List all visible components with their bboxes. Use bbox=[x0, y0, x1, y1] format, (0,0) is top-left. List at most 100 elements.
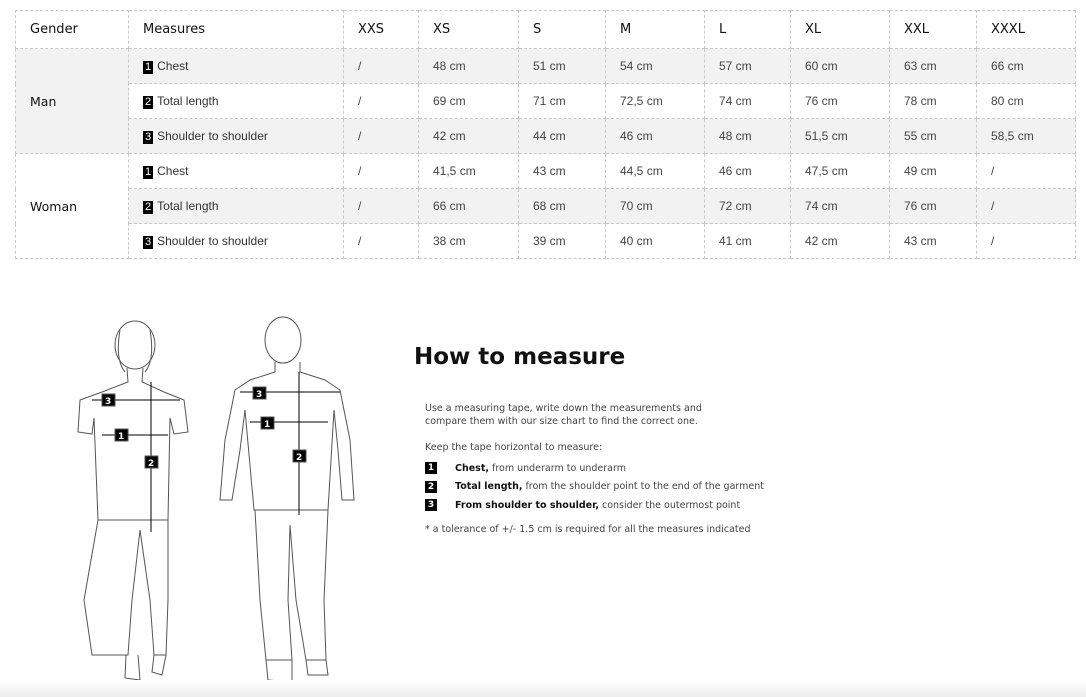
item-title: Total length, bbox=[455, 481, 523, 493]
label-1-woman: 1 bbox=[114, 428, 129, 442]
size-value-cell: 70 cm bbox=[605, 188, 705, 224]
size-value-cell: 72 cm bbox=[704, 188, 791, 224]
measure-list: 1 Chest, from underarm to underarm 2 Total … bbox=[425, 459, 764, 515]
size-value-cell: 72,5 cm bbox=[605, 83, 705, 119]
size-value-cell: 46 cm bbox=[605, 118, 705, 154]
size-value-cell: 66 cm bbox=[976, 48, 1076, 84]
size-value-cell: 44 cm bbox=[518, 118, 606, 154]
size-value-cell: 57 cm bbox=[704, 48, 791, 84]
size-value-cell: 68 cm bbox=[518, 188, 606, 224]
label-3-woman: 3 bbox=[101, 393, 116, 407]
size-value-cell: 43 cm bbox=[889, 223, 977, 259]
number-badge: 2 bbox=[143, 200, 154, 214]
column-header: Gender bbox=[15, 10, 129, 49]
size-value-cell: 41 cm bbox=[704, 223, 791, 259]
size-value-cell: / bbox=[343, 83, 419, 119]
size-value-cell: 80 cm bbox=[976, 83, 1076, 119]
column-header: XS bbox=[418, 10, 519, 49]
measure-label: Shoulder to shoulder bbox=[157, 233, 268, 248]
size-value-cell: 63 cm bbox=[889, 48, 977, 84]
number-badge: 2 bbox=[143, 95, 154, 109]
label-2-woman: 2 bbox=[144, 455, 159, 469]
size-chart-table: Gender Measures XXS XS S M L XL XXL XXXL Man 1 Ches… bbox=[15, 10, 1076, 259]
measure-label: Total length bbox=[157, 93, 219, 108]
table-row: 3 Shoulder to shoulder/42 cm 44 cm 46 cm 48 … bbox=[16, 118, 1076, 154]
size-value-cell: 54 cm bbox=[605, 48, 705, 84]
measure-cell: 1 Chest bbox=[128, 48, 344, 84]
keep-horizontal-text: Keep the tape horizontal to measure: bbox=[425, 442, 603, 453]
number-badge: 1 bbox=[143, 165, 154, 179]
size-value-cell: / bbox=[343, 153, 419, 189]
column-header: XXL bbox=[889, 10, 977, 49]
bottom-shadow bbox=[0, 680, 1086, 697]
list-item: 2 Total length, from the shoulder point to… bbox=[425, 478, 764, 497]
table-row: 2 Total length /66 cm 68 cm 70 cm 72 cm 74 cm 7… bbox=[16, 188, 1076, 224]
measure-label: Chest bbox=[157, 163, 189, 178]
measure-label: Total length bbox=[157, 198, 219, 213]
size-value-cell: 43 cm bbox=[518, 153, 606, 189]
item-title: From shoulder to shoulder, bbox=[455, 499, 599, 511]
measurement-figures: 3 1 2 3 1 2 bbox=[77, 316, 355, 683]
list-item: 3 From shoulder to shoulder, consider the … bbox=[425, 496, 764, 515]
number-badge: 3 bbox=[425, 499, 437, 512]
size-value-cell: 46 cm bbox=[704, 153, 791, 189]
column-header: S bbox=[518, 10, 606, 49]
size-value-cell: 69 cm bbox=[418, 83, 519, 119]
column-header: Measures bbox=[128, 10, 344, 49]
measure-cell: 1 Chest bbox=[128, 153, 344, 189]
woman-figure bbox=[77, 320, 189, 681]
size-value-cell: 71 cm bbox=[518, 83, 606, 119]
size-value-cell: 74 cm bbox=[790, 188, 890, 224]
measure-cell: 2 Total length bbox=[128, 83, 344, 119]
size-value-cell: 40 cm bbox=[605, 223, 705, 259]
size-value-cell: 41,5 cm bbox=[418, 153, 519, 189]
column-header: M bbox=[605, 10, 705, 49]
size-value-cell: 66 cm bbox=[418, 188, 519, 224]
list-item: 1 Chest, from underarm to underarm bbox=[425, 459, 764, 478]
size-value-cell: 38 cm bbox=[418, 223, 519, 259]
number-badge: 2 bbox=[425, 480, 437, 493]
svg-text:3: 3 bbox=[256, 390, 262, 400]
size-value-cell: / bbox=[976, 153, 1076, 189]
table-row: 3 Shoulder to shoulder/38 cm 39 cm 40 cm 41 … bbox=[16, 223, 1076, 259]
size-value-cell: 39 cm bbox=[518, 223, 606, 259]
gender-cell: Man bbox=[15, 48, 129, 154]
gender-cell: Woman bbox=[15, 153, 129, 259]
svg-text:1: 1 bbox=[264, 420, 270, 430]
item-text: from underarm to underarm bbox=[491, 462, 626, 474]
size-value-cell: 60 cm bbox=[790, 48, 890, 84]
column-header: L bbox=[704, 10, 791, 49]
size-value-cell: 44,5 cm bbox=[605, 153, 705, 189]
size-value-cell: 47,5 cm bbox=[790, 153, 890, 189]
how-to-measure-title: How to measure bbox=[414, 344, 626, 370]
size-value-cell: / bbox=[343, 188, 419, 224]
size-value-cell: / bbox=[343, 48, 419, 84]
label-3-man: 3 bbox=[252, 386, 267, 400]
size-value-cell: 78 cm bbox=[889, 83, 977, 119]
number-badge: 1 bbox=[143, 60, 154, 74]
size-value-cell: / bbox=[976, 223, 1076, 259]
size-value-cell: 42 cm bbox=[418, 118, 519, 154]
measure-label: Shoulder to shoulder bbox=[157, 128, 268, 143]
column-header: XXS bbox=[343, 10, 419, 49]
size-value-cell: 48 cm bbox=[704, 118, 791, 154]
column-header: XXXL bbox=[976, 10, 1076, 49]
size-value-cell: 74 cm bbox=[704, 83, 791, 119]
measure-cell: 3 Shoulder to shoulder bbox=[128, 118, 344, 154]
item-text: from the shoulder point to the end of th… bbox=[525, 481, 764, 493]
size-value-cell: 76 cm bbox=[790, 83, 890, 119]
man-figure bbox=[219, 316, 355, 683]
item-text: consider the outermost point bbox=[601, 499, 741, 511]
size-value-cell: 49 cm bbox=[889, 153, 977, 189]
size-value-cell: 76 cm bbox=[889, 188, 977, 224]
table-row: Man 1 Chest/48 cm 51 cm 54 cm 57 cm 60 cm 63 cm… bbox=[15, 48, 1076, 154]
tolerance-note: * a tolerance of +/- 1.5 cm is required … bbox=[425, 524, 751, 535]
measure-cell: 3 Shoulder to shoulder bbox=[128, 223, 344, 259]
svg-text:2: 2 bbox=[148, 459, 154, 469]
svg-text:3: 3 bbox=[105, 397, 111, 407]
size-value-cell: 58,5 cm bbox=[976, 118, 1076, 154]
size-value-cell: / bbox=[343, 223, 419, 259]
size-value-cell: 55 cm bbox=[889, 118, 977, 154]
measure-label: Chest bbox=[157, 58, 189, 73]
table-row: 2 Total length/69 cm 71 cm 72,5 cm 74 cm 76 c… bbox=[16, 83, 1076, 119]
